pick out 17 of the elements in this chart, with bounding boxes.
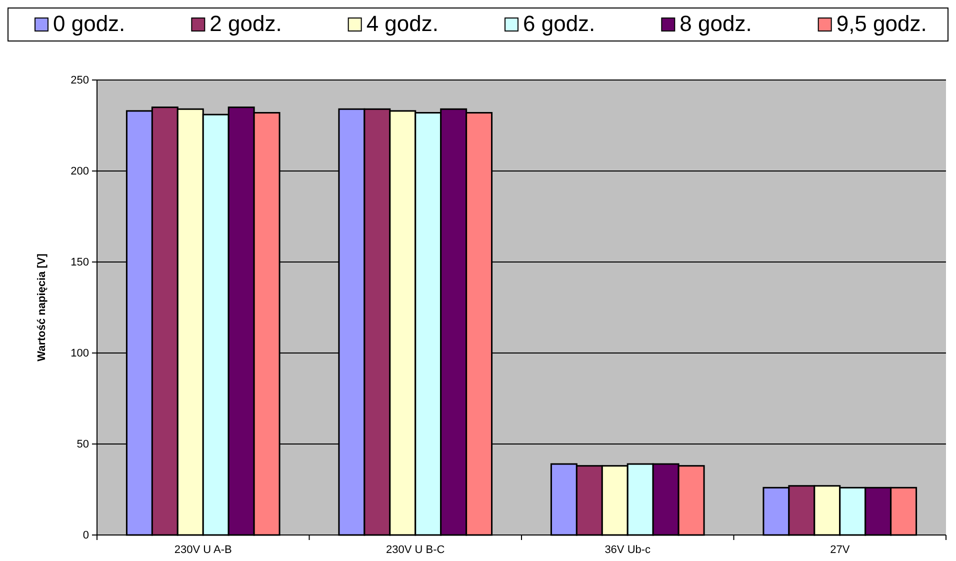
legend-label: 2 godz.	[210, 11, 282, 36]
legend-label: 8 godz.	[680, 11, 752, 36]
y-tick-label: 50	[76, 438, 89, 451]
y-tick-label: 200	[70, 166, 89, 178]
legend-label: 6 godz.	[523, 11, 596, 36]
x-tick-label: 230V U B-C	[386, 544, 445, 556]
legend-label: 4 godz.	[366, 11, 439, 36]
x-tick-label: 230V U A-B	[174, 544, 232, 556]
y-tick-label: 250	[70, 74, 89, 87]
legend-label: 0 godz.	[53, 11, 126, 36]
x-tick-label: 27V	[830, 544, 850, 556]
legend-label: 9,5 godz.	[836, 11, 927, 36]
y-tick-label: 100	[70, 348, 89, 360]
y-tick-label: 150	[70, 256, 89, 269]
y-axis-title: Wartość napięcia [V]	[36, 253, 48, 362]
y-tick-label: 0	[82, 530, 89, 542]
x-tick-label: 36V Ub-c	[604, 544, 652, 556]
